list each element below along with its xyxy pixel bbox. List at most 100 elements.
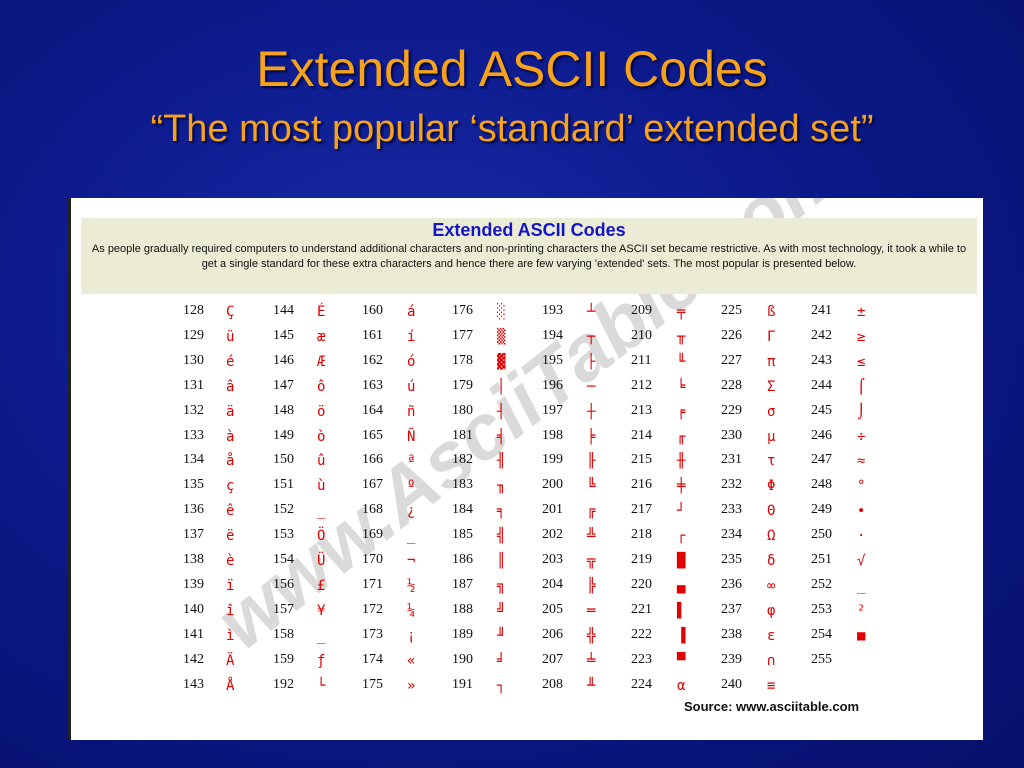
ascii-code: 254 xyxy=(811,626,832,642)
ascii-code: 223 xyxy=(631,651,652,667)
ascii-character: ë xyxy=(226,528,235,545)
ascii-character: ╡ xyxy=(497,428,506,445)
ascii-code: 236 xyxy=(721,576,742,592)
ascii-character: ¿ xyxy=(407,503,416,520)
ascii-character: í xyxy=(407,328,416,345)
ascii-character: _ xyxy=(407,528,416,545)
slide-subtitle: “The most popular ‘standard’ extended se… xyxy=(150,108,874,150)
ascii-character: ≤ xyxy=(857,353,866,370)
ascii-character: ¥ xyxy=(317,602,326,619)
ascii-code: 244 xyxy=(811,377,832,393)
ascii-code: 212 xyxy=(631,377,652,393)
ascii-character: £ xyxy=(317,577,326,594)
ascii-code: 237 xyxy=(721,601,742,617)
ascii-code: 246 xyxy=(811,427,832,443)
ascii-character: ß xyxy=(767,304,776,320)
ascii-character: Ä xyxy=(226,652,235,669)
ascii-character: ½ xyxy=(407,577,416,594)
ascii-code: 219 xyxy=(631,552,652,567)
ascii-code: 186 xyxy=(452,552,473,567)
ascii-character: æ xyxy=(317,328,326,345)
ascii-code: 147 xyxy=(273,377,294,393)
ascii-code: 188 xyxy=(452,601,473,617)
source-credit: Source: www.asciitable.com xyxy=(684,699,860,714)
ascii-code: 189 xyxy=(452,626,473,642)
slide-title: Extended ASCII Codes xyxy=(256,41,768,97)
ascii-code: 174 xyxy=(362,651,383,667)
ascii-character: ¡ xyxy=(407,627,416,644)
ascii-character: ÷ xyxy=(857,428,866,445)
ascii-character: ä xyxy=(226,403,235,420)
ascii-code: 207 xyxy=(542,651,563,667)
ascii-code: 157 xyxy=(273,601,294,617)
ascii-character: ╟ xyxy=(587,453,596,470)
ascii-code: 233 xyxy=(721,502,742,518)
ascii-character: ú xyxy=(407,378,416,395)
ascii-code: 179 xyxy=(452,377,473,393)
ascii-character: ┘ xyxy=(677,503,686,520)
ascii-code: 133 xyxy=(183,427,204,443)
ascii-code: 252 xyxy=(811,576,832,592)
ascii-character: å xyxy=(226,453,235,470)
ascii-code: 208 xyxy=(542,676,563,692)
ascii-character: ° xyxy=(857,478,866,495)
ascii-character: ░ xyxy=(497,304,506,320)
ascii-character: ╩ xyxy=(587,528,596,545)
ascii-character: ê xyxy=(226,503,235,520)
ascii-code: 169 xyxy=(362,527,383,543)
ascii-character: É xyxy=(317,304,326,320)
ascii-code: 239 xyxy=(721,651,742,667)
ascii-character: ï xyxy=(226,577,235,594)
ascii-code: 150 xyxy=(273,452,294,468)
ascii-character: ≥ xyxy=(857,328,866,345)
ascii-code: 195 xyxy=(542,352,563,368)
ascii-character: ² xyxy=(857,602,866,619)
ascii-code: 227 xyxy=(721,352,742,368)
ascii-character: ª xyxy=(407,453,416,470)
ascii-character: ì xyxy=(226,627,235,644)
ascii-code: 144 xyxy=(273,303,294,318)
ascii-code: 176 xyxy=(452,303,473,318)
ascii-code: 175 xyxy=(362,676,383,692)
ascii-character: ▓ xyxy=(497,353,506,370)
ascii-character: ∞ xyxy=(767,577,776,594)
ascii-character: ╜ xyxy=(497,627,506,644)
ascii-character: ƒ xyxy=(317,652,326,669)
ascii-character: ⌠ xyxy=(857,378,866,395)
ascii-character: Ç xyxy=(226,304,235,320)
ascii-code: 202 xyxy=(542,527,563,543)
ascii-character: ± xyxy=(857,304,866,320)
ascii-character: î xyxy=(226,602,235,619)
ascii-code: 153 xyxy=(273,527,294,543)
ascii-code: 171 xyxy=(362,576,383,592)
ascii-code: 159 xyxy=(273,651,294,667)
ascii-code: 255 xyxy=(811,651,832,667)
ascii-character: █ xyxy=(677,553,686,569)
ascii-code: 229 xyxy=(721,402,742,418)
ascii-code: 163 xyxy=(362,377,383,393)
ascii-character: √ xyxy=(857,553,866,569)
ascii-code: 248 xyxy=(811,477,832,493)
ascii-character: ║ xyxy=(497,553,506,569)
ascii-character: ╓ xyxy=(677,428,686,445)
ascii-character: ⌡ xyxy=(857,403,866,420)
ascii-code: 215 xyxy=(631,452,652,468)
ascii-character: ▀ xyxy=(677,652,686,669)
ascii-code: 161 xyxy=(362,327,383,343)
ascii-code: 146 xyxy=(273,352,294,368)
ascii-code: 172 xyxy=(362,601,383,617)
ascii-code: 152 xyxy=(273,502,294,518)
ascii-code: 135 xyxy=(183,477,204,493)
ascii-code: 205 xyxy=(542,601,563,617)
ascii-character: ╞ xyxy=(587,428,596,445)
ascii-character: ╫ xyxy=(677,453,686,470)
ascii-code: 250 xyxy=(811,527,832,543)
ascii-character: à xyxy=(226,428,235,445)
ascii-code: 213 xyxy=(631,402,652,418)
ascii-code: 166 xyxy=(362,452,383,468)
ascii-character: ─ xyxy=(587,378,596,395)
ascii-code: 249 xyxy=(811,502,832,518)
ascii-code: 218 xyxy=(631,527,652,543)
ascii-code: 225 xyxy=(721,303,742,318)
ascii-character: Ö xyxy=(317,528,326,545)
